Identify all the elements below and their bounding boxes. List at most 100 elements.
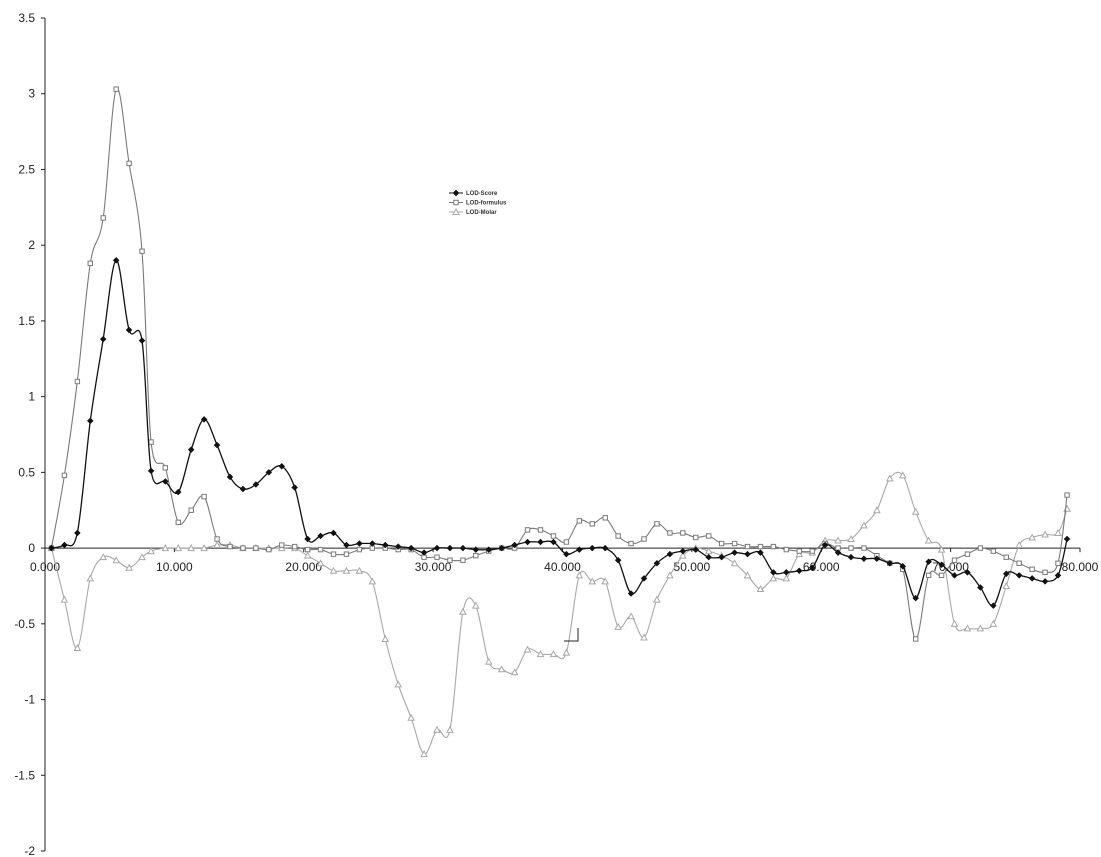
data-point-lod-molar — [924, 536, 933, 544]
data-point-lod-formulus — [563, 539, 570, 545]
data-point-lod-molar — [125, 563, 133, 571]
data-point-lod-molar — [1015, 541, 1024, 549]
y-tick-label: 3 — [28, 87, 35, 101]
data-point-lod-molar — [200, 544, 208, 552]
data-point-lod-score — [640, 575, 648, 582]
data-point-lod-score — [989, 602, 997, 609]
legend-marker-lod-molar — [452, 207, 460, 215]
legend-marker-lod-score — [452, 189, 460, 197]
data-point-lod-molar — [575, 571, 584, 579]
data-point-lod-score — [886, 559, 894, 567]
data-point-lod-molar — [666, 571, 674, 579]
data-point-lod-formulus — [861, 545, 867, 551]
data-point-lod-formulus — [641, 536, 647, 542]
data-point-lod-score — [627, 590, 635, 597]
data-point-lod-molar — [640, 633, 648, 641]
data-point-lod-molar — [730, 559, 739, 567]
series-lod-molar — [47, 471, 1071, 758]
data-point-lod-formulus — [654, 521, 660, 527]
data-point-lod-score — [174, 488, 182, 496]
data-point-lod-molar — [99, 553, 108, 561]
data-point-lod-molar — [407, 713, 415, 721]
data-point-lod-molar — [187, 544, 196, 552]
x-tick-label: 60.000 — [803, 560, 840, 574]
data-point-lod-formulus — [139, 248, 145, 254]
y-tick-label: -1.5 — [14, 768, 35, 782]
data-point-lod-formulus — [770, 543, 777, 550]
data-point-lod-molar — [782, 574, 791, 582]
legend-label-lod-score: LOD-Score — [466, 191, 498, 197]
data-point-lod-molar — [1054, 528, 1062, 536]
data-point-lod-molar — [510, 668, 519, 676]
data-point-lod-formulus — [266, 546, 272, 553]
data-point-lod-score — [485, 546, 493, 553]
data-point-lod-formulus — [693, 534, 699, 541]
data-point-lod-score — [239, 485, 247, 493]
series-lod-score — [48, 256, 1071, 609]
series-line-lod-score — [51, 259, 1068, 607]
y-tick-label: 3.5 — [18, 11, 35, 25]
data-point-lod-score — [679, 547, 687, 555]
data-point-lod-score — [1028, 575, 1036, 582]
data-point-lod-score — [226, 473, 234, 481]
series-layer — [47, 86, 1071, 758]
data-point-lod-score — [368, 540, 376, 547]
data-point-lod-molar — [1041, 530, 1049, 538]
data-point-lod-molar — [989, 619, 998, 627]
data-point-lod-molar — [138, 553, 146, 561]
data-point-lod-molar — [601, 577, 610, 585]
data-point-lod-molar — [174, 544, 183, 552]
data-point-lod-formulus — [240, 545, 246, 551]
data-point-lod-molar — [756, 584, 765, 592]
data-point-lod-score — [718, 553, 725, 561]
data-point-lod-score — [795, 567, 803, 575]
data-point-lod-score — [834, 549, 842, 556]
data-point-lod-formulus — [718, 540, 725, 547]
data-point-lod-formulus — [912, 636, 919, 642]
data-point-lod-molar — [678, 551, 687, 559]
data-point-lod-score — [705, 553, 713, 561]
data-point-lod-formulus — [783, 546, 790, 553]
data-point-lod-molar — [484, 657, 493, 665]
data-point-lod-formulus — [576, 518, 583, 524]
data-point-lod-formulus — [550, 533, 557, 539]
data-point-lod-molar — [523, 645, 532, 653]
data-point-lod-score — [821, 541, 829, 549]
data-point-lod-molar — [277, 544, 286, 552]
data-point-lod-score — [61, 541, 68, 549]
data-point-lod-formulus — [667, 530, 673, 536]
data-point-lod-formulus — [537, 527, 544, 533]
data-point-lod-formulus — [113, 86, 119, 92]
data-point-lod-molar — [769, 574, 778, 582]
data-point-lod-score — [1002, 570, 1010, 578]
data-point-lod-formulus — [148, 439, 154, 445]
data-point-lod-formulus — [460, 557, 466, 563]
data-point-lod-score — [899, 562, 907, 570]
data-point-lod-formulus — [615, 533, 621, 539]
data-point-lod-formulus — [990, 548, 997, 554]
data-point-lod-formulus — [938, 572, 945, 579]
data-point-lod-molar — [963, 624, 972, 632]
data-point-lod-molar — [73, 644, 82, 652]
data-point-lod-score — [938, 561, 945, 569]
data-point-lod-formulus — [628, 540, 634, 547]
data-point-lod-formulus — [964, 551, 971, 557]
data-point-lod-score — [912, 594, 920, 602]
data-point-lod-molar — [627, 612, 635, 620]
data-point-lod-formulus — [356, 546, 363, 553]
data-point-lod-formulus — [925, 572, 932, 579]
data-point-lod-molar — [355, 566, 364, 574]
data-point-lod-formulus — [602, 515, 608, 521]
data-point-lod-molar — [976, 624, 985, 632]
data-point-lod-molar — [147, 547, 155, 555]
data-point-lod-score — [99, 335, 107, 343]
data-point-lod-formulus — [1042, 569, 1048, 576]
data-point-lod-score — [563, 550, 570, 558]
y-tick-label: 2.5 — [18, 162, 35, 176]
data-point-lod-score — [343, 541, 350, 549]
data-point-lod-score — [1015, 571, 1023, 579]
data-point-lod-formulus — [100, 215, 106, 221]
data-point-lod-score — [964, 568, 971, 576]
data-point-lod-score — [575, 546, 583, 553]
